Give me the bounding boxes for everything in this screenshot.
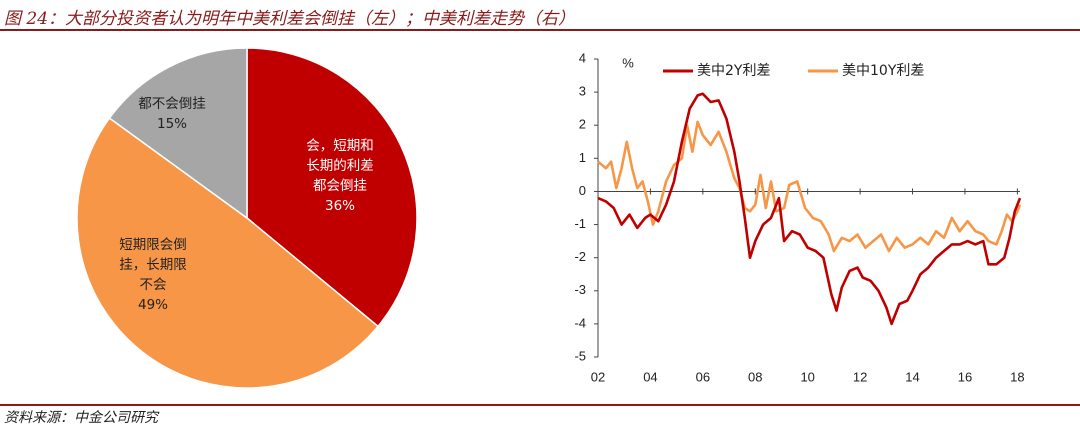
- x-tick-label: 06: [696, 369, 710, 384]
- y-tick-label: 3: [579, 84, 586, 99]
- x-tick-label: 10: [800, 369, 814, 384]
- x-tick-label: 08: [748, 369, 762, 384]
- x-tick-label: 02: [591, 369, 605, 384]
- bottom-rule: [0, 404, 1080, 406]
- y-axis-unit: %: [622, 55, 634, 70]
- x-tick-label: 18: [1010, 369, 1024, 384]
- y-tick-label: 0: [579, 183, 586, 198]
- pie-slice-label: 都不会倒挂: [138, 96, 206, 112]
- x-tick-label: 16: [958, 369, 972, 384]
- y-tick-label: 2: [579, 117, 586, 132]
- pie-slice: [246, 47, 418, 328]
- series-line-2y: [597, 92, 1022, 326]
- y-tick-label: 4: [579, 50, 586, 65]
- top-rule: [0, 29, 1080, 31]
- y-tick-label: -2: [574, 249, 586, 264]
- x-tick-label: 14: [905, 369, 919, 384]
- y-tick-label: -4: [574, 315, 586, 330]
- y-tick-label: 1: [579, 150, 586, 165]
- pie-slice-label: 不会: [140, 277, 167, 293]
- pie-slice: [76, 117, 380, 389]
- legend-label: 美中10Y利差: [842, 63, 924, 79]
- pie-slice-label: 会，短期和: [306, 138, 374, 154]
- pie-pct-label: 36%: [325, 198, 355, 214]
- legend-label: 美中2Y利差: [697, 63, 770, 79]
- y-tick-label: -1: [574, 216, 586, 231]
- y-tick-label: -3: [574, 282, 586, 297]
- x-tick-label: 12: [853, 369, 867, 384]
- x-tick-label: 04: [643, 369, 657, 384]
- series-line-10y: [597, 120, 1022, 253]
- pie-slice: [108, 47, 248, 220]
- pie-pct-label: 49%: [138, 297, 168, 313]
- y-tick-label: -5: [574, 348, 586, 363]
- source-note: 资料来源：中金公司研究: [4, 410, 158, 426]
- pie-pct-label: 15%: [157, 116, 187, 132]
- pie-slice-label: 短期限会倒: [119, 237, 187, 253]
- pie-slice-label: 都会倒挂: [313, 178, 367, 194]
- figure-title: 图 24：大部分投资者认为明年中美利差会倒挂（左）；中美利差走势（右）: [4, 9, 576, 29]
- pie-slice-label: 长期的利差: [306, 158, 374, 174]
- pie-slice-label: 挂，长期限: [119, 257, 187, 273]
